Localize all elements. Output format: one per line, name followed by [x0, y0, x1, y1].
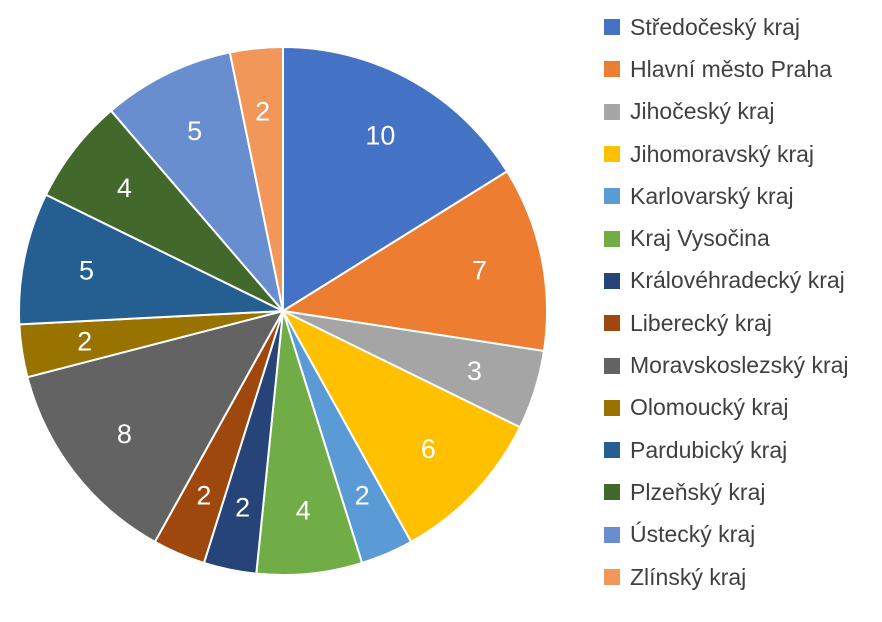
legend-label: Hlavní město Praha	[630, 55, 832, 82]
data-label-jihomoravsky-kraj: 6	[421, 434, 436, 464]
pie-slice-jihomoravsky-kraj	[280, 308, 522, 544]
legend-swatch	[604, 399, 620, 416]
legend-label: Královéhradecký kraj	[630, 267, 845, 294]
legend-swatch	[604, 19, 620, 36]
legend-label: Zlínský kraj	[630, 563, 747, 590]
legend-label: Pardubický kraj	[630, 436, 788, 463]
data-label-olomoucky-kraj: 2	[77, 326, 92, 356]
data-label-pardubicky-kraj: 5	[79, 256, 94, 286]
legend-label: Středočeský kraj	[630, 13, 801, 40]
legend-swatch	[604, 272, 620, 289]
data-label-kraj-vysocina: 4	[296, 496, 311, 526]
legend-item-liberecky-kraj: Liberecký kraj	[604, 302, 882, 344]
legend-item-kraj-vysocina: Kraj Vysočina	[604, 217, 882, 259]
legend-swatch	[604, 569, 620, 585]
pie-slice-moravskoslezsky-kraj	[26, 309, 286, 544]
legend-label: Jihomoravský kraj	[630, 140, 815, 167]
legend-swatch	[604, 526, 620, 543]
legend-label: Karlovarský kraj	[630, 182, 794, 209]
pie-slice-zlinsky-kraj	[228, 45, 284, 312]
legend-item-jihomoravsky-kraj: Jihomoravský kraj	[604, 133, 882, 175]
data-label-karlovarsky-kraj: 2	[355, 480, 370, 510]
data-label-moravskoslezsky-kraj: 8	[117, 419, 132, 449]
legend-item-moravskoslezsky-kraj: Moravskoslezský kraj	[604, 344, 882, 386]
data-label-plzensky-kraj: 4	[117, 173, 132, 203]
legend-swatch	[604, 442, 620, 459]
pie-slice-pardubicky-kraj	[18, 193, 287, 326]
legend-item-plzensky-kraj: Plzeňský kraj	[604, 471, 882, 513]
legend-label: Olomoucký kraj	[630, 394, 789, 421]
legend-swatch	[604, 188, 620, 205]
legend-item-jihocesky-kraj: Jihočeský kraj	[604, 91, 882, 133]
legend-item-ustecky-kraj: Ústecký kraj	[604, 514, 882, 556]
legend-label: Kraj Vysočina	[630, 225, 770, 252]
data-label-jihocesky-kraj: 3	[467, 356, 482, 386]
legend-item-pardubicky-kraj: Pardubický kraj	[604, 429, 882, 471]
pie-slice-stredocesky-kraj	[282, 45, 509, 313]
legend-swatch	[604, 61, 620, 78]
legend-item-zlinsky-kraj: Zlínský kraj	[604, 556, 882, 598]
legend-swatch	[604, 315, 620, 332]
legend-swatch	[604, 103, 620, 120]
legend-swatch	[604, 146, 620, 163]
legend-label: Moravskoslezský kraj	[630, 352, 849, 379]
data-label-liberecky-kraj: 2	[196, 480, 211, 510]
legend-label: Plzeňský kraj	[630, 478, 766, 505]
legend-swatch	[604, 230, 620, 247]
pie-slice-ustecky-kraj	[109, 51, 285, 315]
legend-label: Ústecký kraj	[630, 521, 756, 548]
data-label-hlavni-mesto-praha: 7	[472, 256, 487, 286]
pie-slices	[18, 45, 548, 577]
legend-item-kralovehradecky-kraj: Královéhradecký kraj	[604, 260, 882, 302]
legend-label: Jihočeský kraj	[630, 98, 775, 125]
legend-item-olomoucky-kraj: Olomoucký kraj	[604, 387, 882, 429]
legend-swatch	[604, 357, 620, 374]
legend-item-hlavni-mesto-praha: Hlavní město Praha	[604, 48, 882, 90]
pie-slice-hlavni-mesto-praha	[280, 169, 548, 353]
data-label-stredocesky-kraj: 10	[365, 121, 395, 151]
legend-item-karlovarsky-kraj: Karlovarský kraj	[604, 175, 882, 217]
data-label-zlinsky-kraj: 2	[255, 96, 270, 126]
legend-swatch	[604, 484, 620, 501]
legend-label: Liberecký kraj	[630, 309, 772, 336]
legend: Středočeský kraj Hlavní město Praha Jihoče…	[604, 6, 882, 598]
legend-item-stredocesky-kraj: Středočeský kraj	[604, 6, 882, 48]
data-label-kralovehradecky-kraj: 2	[235, 493, 250, 523]
data-label-ustecky-kraj: 5	[187, 116, 202, 146]
